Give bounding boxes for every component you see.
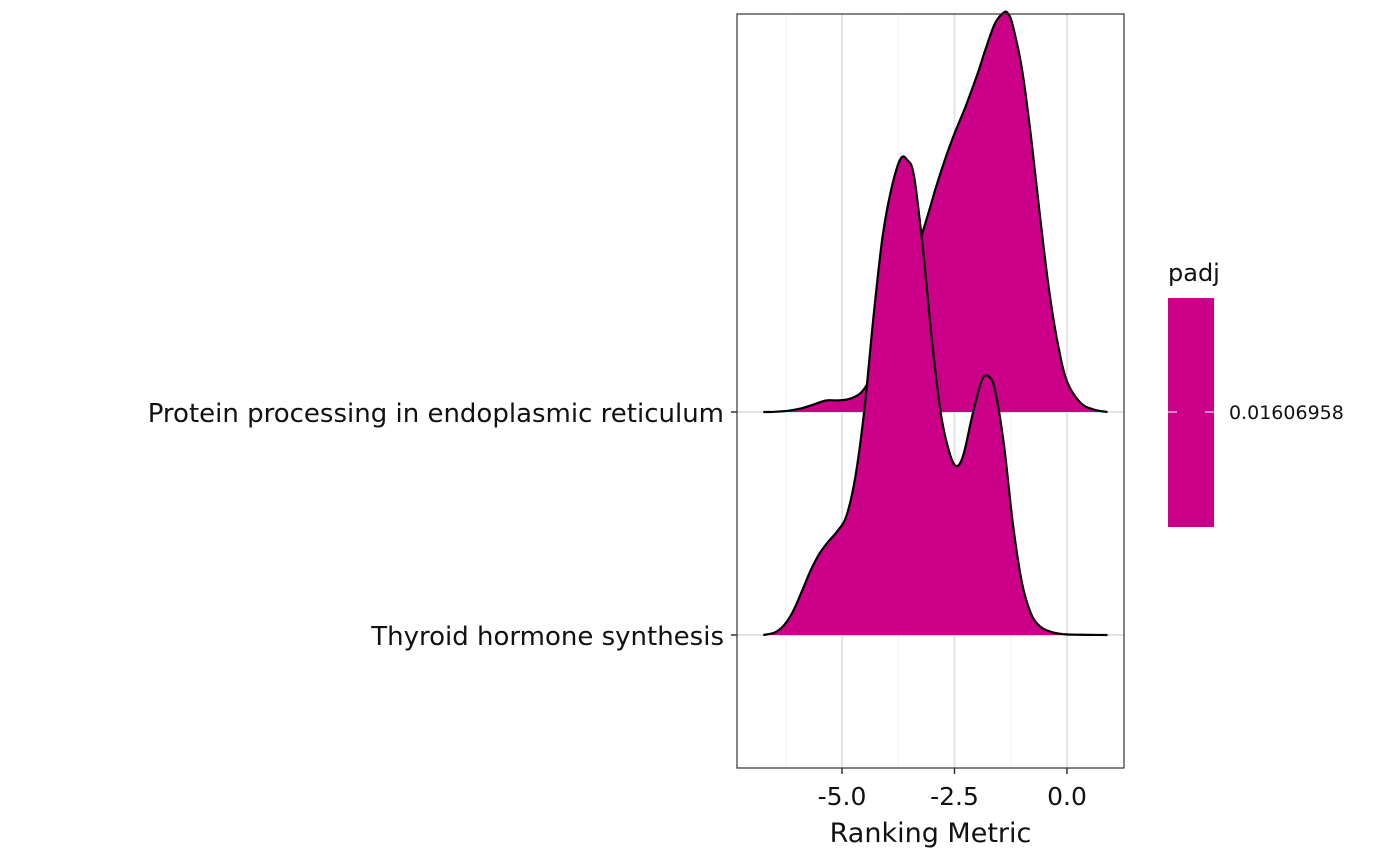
legend-label: 0.01606958 <box>1229 402 1344 424</box>
ridge-outline <box>763 10 1108 414</box>
y-tick-label: Thyroid hormone synthesis <box>370 622 724 652</box>
x-axis-title: Ranking Metric <box>830 818 1032 849</box>
axes: -5.0 -2.5 0.0 Protein processing in endopla… <box>148 399 1087 811</box>
legend-title: padj <box>1168 259 1220 287</box>
legend: padj 0.01606958 <box>1168 259 1344 527</box>
ridge-2 <box>763 155 1108 637</box>
x-tick-label: 0.0 <box>1047 782 1087 811</box>
y-tick-label: Protein processing in endoplasmic reticu… <box>148 399 724 429</box>
ridge-fill <box>763 156 1108 635</box>
ridge-fill <box>763 11 1108 412</box>
ridges <box>763 10 1108 637</box>
ridge-outline <box>763 155 1108 637</box>
plot-panel-border <box>736 13 1125 769</box>
x-tick-label: -2.5 <box>930 782 979 811</box>
ridge-1 <box>763 10 1108 414</box>
x-tick-label: -5.0 <box>818 782 867 811</box>
